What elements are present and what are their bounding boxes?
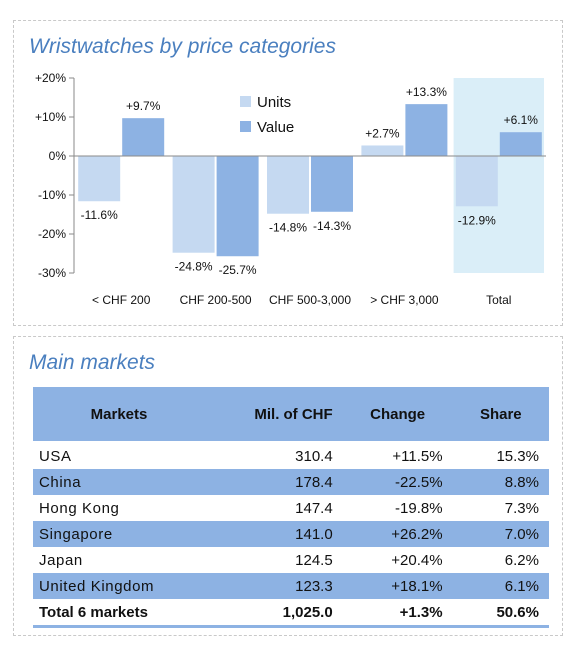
- header-share: Share: [452, 387, 549, 443]
- bar-units: [455, 156, 498, 207]
- cell-share: 50.6%: [452, 599, 549, 628]
- y-tick-label: +20%: [35, 71, 66, 85]
- bar-units: [172, 156, 215, 253]
- cell-market: Singapore: [33, 521, 205, 547]
- y-tick-label: -20%: [38, 227, 66, 241]
- legend-label: Units: [257, 94, 291, 111]
- cell-share: 6.1%: [452, 573, 549, 599]
- header-mil-chf: Mil. of CHF: [205, 387, 343, 443]
- cell-change: +26.2%: [342, 521, 453, 547]
- table-row: United Kingdom 123.3 +18.1% 6.1%: [33, 573, 549, 599]
- legend-swatch-units: [240, 96, 251, 107]
- bar-value: [405, 104, 448, 156]
- table-header-row: Markets Mil. of CHF Change Share: [33, 387, 549, 443]
- data-label: -24.8%: [175, 260, 213, 274]
- table-row: China 178.4 -22.5% 8.8%: [33, 469, 549, 495]
- bar-value: [122, 118, 165, 156]
- y-tick-label: 0%: [49, 149, 67, 163]
- x-tick-label: > CHF 3,000: [370, 293, 439, 307]
- cell-mil: 147.4: [295, 499, 333, 517]
- bar-value: [216, 156, 259, 257]
- data-label: +6.1%: [504, 113, 539, 127]
- y-tick-label: -30%: [38, 266, 66, 280]
- bar-units: [78, 156, 121, 202]
- bar-value: [499, 132, 542, 156]
- cell-market: China: [33, 469, 205, 495]
- bar-value: [311, 156, 353, 212]
- x-tick-label: Total: [486, 293, 511, 307]
- chart-title: Wristwatches by price categories: [29, 35, 336, 58]
- cell-change: +1.3%: [342, 599, 453, 628]
- table-panel: Main markets Markets Mil. of CHF Change …: [13, 336, 563, 636]
- bar-units: [267, 156, 309, 214]
- cell-mil: 123.3: [205, 573, 343, 599]
- markets-table: Markets Mil. of CHF Change Share USA 310…: [33, 387, 549, 628]
- header-change: Change: [342, 387, 453, 443]
- cell-share: 7.0%: [452, 521, 549, 547]
- cell-share: 15.3%: [496, 447, 539, 465]
- data-label: +9.7%: [126, 99, 161, 113]
- data-label: -11.6%: [81, 208, 118, 222]
- y-tick-label: -10%: [38, 188, 66, 202]
- header-markets: Markets: [33, 387, 205, 443]
- table-row: Japan 124.5 +20.4% 6.2%: [33, 547, 549, 573]
- x-tick-label: < CHF 200: [92, 293, 151, 307]
- y-tick-label: +10%: [35, 110, 66, 124]
- data-label: -25.7%: [219, 263, 257, 277]
- cell-market: USA: [39, 447, 72, 465]
- table-row: Singapore 141.0 +26.2% 7.0%: [33, 521, 549, 547]
- cell-market: United Kingdom: [33, 573, 205, 599]
- data-label: -14.3%: [313, 219, 351, 233]
- legend-label: Value: [257, 119, 294, 136]
- chart-panel: Wristwatches by price categories +20% +10…: [13, 20, 563, 326]
- cell-share: 8.8%: [452, 469, 549, 495]
- cell-market: Japan: [39, 551, 83, 569]
- table-title: Main markets: [29, 351, 156, 374]
- price-category-chart: +20% +10% 0% -10% -20% -30% -11.6% -24.8% -14.8%…: [35, 71, 546, 307]
- cell-change: -19.8%: [395, 499, 443, 517]
- cell-share: 7.3%: [504, 499, 539, 517]
- cell-market: Hong Kong: [39, 499, 120, 517]
- data-label: +13.3%: [406, 85, 447, 99]
- cell-mil: 310.4: [295, 447, 333, 465]
- data-label: +2.7%: [365, 126, 400, 140]
- cell-market: Total 6 markets: [33, 599, 205, 628]
- cell-mil: 141.0: [205, 521, 343, 547]
- data-label: -12.9%: [458, 213, 496, 227]
- cell-mil: 1,025.0: [205, 599, 343, 628]
- cell-mil: 178.4: [205, 469, 343, 495]
- table-total-row: Total 6 markets 1,025.0 +1.3% 50.6%: [33, 599, 549, 628]
- table-row: USA 310.4 +11.5% 15.3%: [33, 442, 549, 469]
- cell-change: -22.5%: [342, 469, 453, 495]
- cell-mil: 124.5: [295, 551, 333, 569]
- x-tick-label: CHF 200-500: [180, 293, 252, 307]
- cell-change: +18.1%: [342, 573, 453, 599]
- x-tick-label: CHF 500-3,000: [269, 293, 351, 307]
- bar-units: [361, 145, 404, 156]
- cell-change: +20.4%: [391, 551, 443, 569]
- data-label: -14.8%: [269, 221, 307, 235]
- table-row: Hong Kong 147.4 -19.8% 7.3%: [33, 495, 549, 521]
- cell-change: +11.5%: [392, 447, 443, 465]
- cell-share: 6.2%: [504, 551, 539, 569]
- legend-swatch-value: [240, 121, 251, 132]
